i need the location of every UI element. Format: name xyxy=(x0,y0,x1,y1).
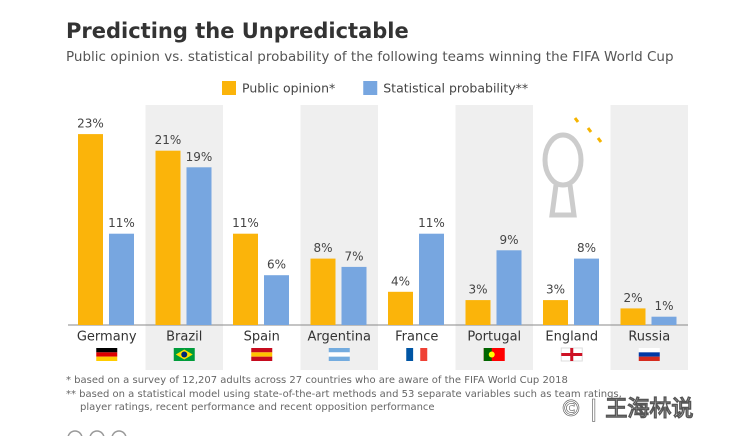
flag xyxy=(251,348,273,361)
value-label: 11% xyxy=(418,216,445,230)
value-label: 9% xyxy=(499,233,518,247)
chart-subtitle: Public opinion vs. statistical probabili… xyxy=(66,49,674,65)
flag xyxy=(328,348,350,361)
flag-stripe xyxy=(251,356,273,361)
value-label: 6% xyxy=(267,258,286,272)
trophy-icon xyxy=(542,117,603,218)
flag-field xyxy=(483,348,492,361)
value-label: 11% xyxy=(232,216,259,230)
flag-stripe xyxy=(638,348,660,353)
footnote: * based on a survey of 12,207 adults acr… xyxy=(66,375,568,386)
flag xyxy=(173,348,195,361)
legend-label: Public opinion* xyxy=(242,81,335,96)
bar xyxy=(419,233,444,325)
flag-stripe xyxy=(251,352,273,357)
bar xyxy=(155,150,181,325)
bar xyxy=(233,233,258,325)
value-label: 11% xyxy=(108,216,135,230)
x-tick-label: Russia xyxy=(628,330,670,345)
value-label: 3% xyxy=(546,283,565,297)
bar xyxy=(186,167,212,325)
bar xyxy=(543,300,568,325)
band-background xyxy=(455,105,533,370)
bar xyxy=(465,300,491,325)
watermark: © | 王海林说 xyxy=(560,396,693,422)
value-label: 7% xyxy=(344,249,363,263)
value-label: 21% xyxy=(155,133,182,147)
x-tick-label: Brazil xyxy=(166,330,202,345)
share-icons xyxy=(67,430,127,436)
chart-title: Predicting the Unpredictable xyxy=(66,19,409,43)
footnote: player ratings, recent performance and r… xyxy=(80,402,435,413)
bar xyxy=(574,258,599,325)
flag-globe xyxy=(181,351,188,358)
legend-swatch xyxy=(222,81,236,95)
x-tick-label: Portugal xyxy=(467,330,521,345)
bar xyxy=(341,266,367,325)
band-background xyxy=(300,105,378,370)
flag-stripe xyxy=(96,348,118,353)
flag xyxy=(560,347,583,362)
flag-stripe xyxy=(406,348,414,361)
bar xyxy=(264,275,289,325)
flag-stripe xyxy=(638,356,660,361)
flag-stripe xyxy=(328,352,350,357)
flag xyxy=(483,348,505,361)
legend-swatch xyxy=(363,81,378,95)
footnote: ** based on a statistical model using st… xyxy=(66,389,622,400)
x-tick-label: Argentina xyxy=(308,330,371,345)
x-tick-label: Germany xyxy=(77,330,137,345)
x-tick-label: France xyxy=(395,330,438,345)
value-label: 8% xyxy=(313,241,332,255)
flag-emblem xyxy=(488,351,495,358)
x-tick-label: England xyxy=(545,330,598,345)
bar xyxy=(496,250,522,325)
bar xyxy=(109,233,134,325)
flag-stripe xyxy=(328,356,350,361)
flag xyxy=(96,348,118,361)
value-label: 2% xyxy=(623,291,642,305)
bar xyxy=(651,316,677,325)
flag xyxy=(638,348,660,361)
x-tick-label: Spain xyxy=(244,330,280,345)
value-label: 1% xyxy=(654,299,673,313)
flag-stripe xyxy=(638,352,660,357)
bar xyxy=(620,308,646,325)
value-label: 19% xyxy=(186,150,213,164)
value-label: 3% xyxy=(468,283,487,297)
flag-stripe xyxy=(420,348,428,361)
flag-stripe xyxy=(251,348,273,353)
flag-stripe xyxy=(413,348,421,361)
flag-stripe xyxy=(328,348,350,353)
flag-cross xyxy=(561,353,583,356)
flag xyxy=(406,348,428,361)
flag-stripe xyxy=(96,356,118,361)
bar xyxy=(310,258,336,325)
band-background xyxy=(610,105,688,370)
flag-stripe xyxy=(96,352,118,357)
value-label: 4% xyxy=(391,274,410,288)
value-label: 8% xyxy=(577,241,596,255)
bar xyxy=(78,134,103,325)
legend-label: Statistical probability** xyxy=(383,81,528,96)
bar xyxy=(388,291,413,325)
value-label: 23% xyxy=(77,117,104,131)
